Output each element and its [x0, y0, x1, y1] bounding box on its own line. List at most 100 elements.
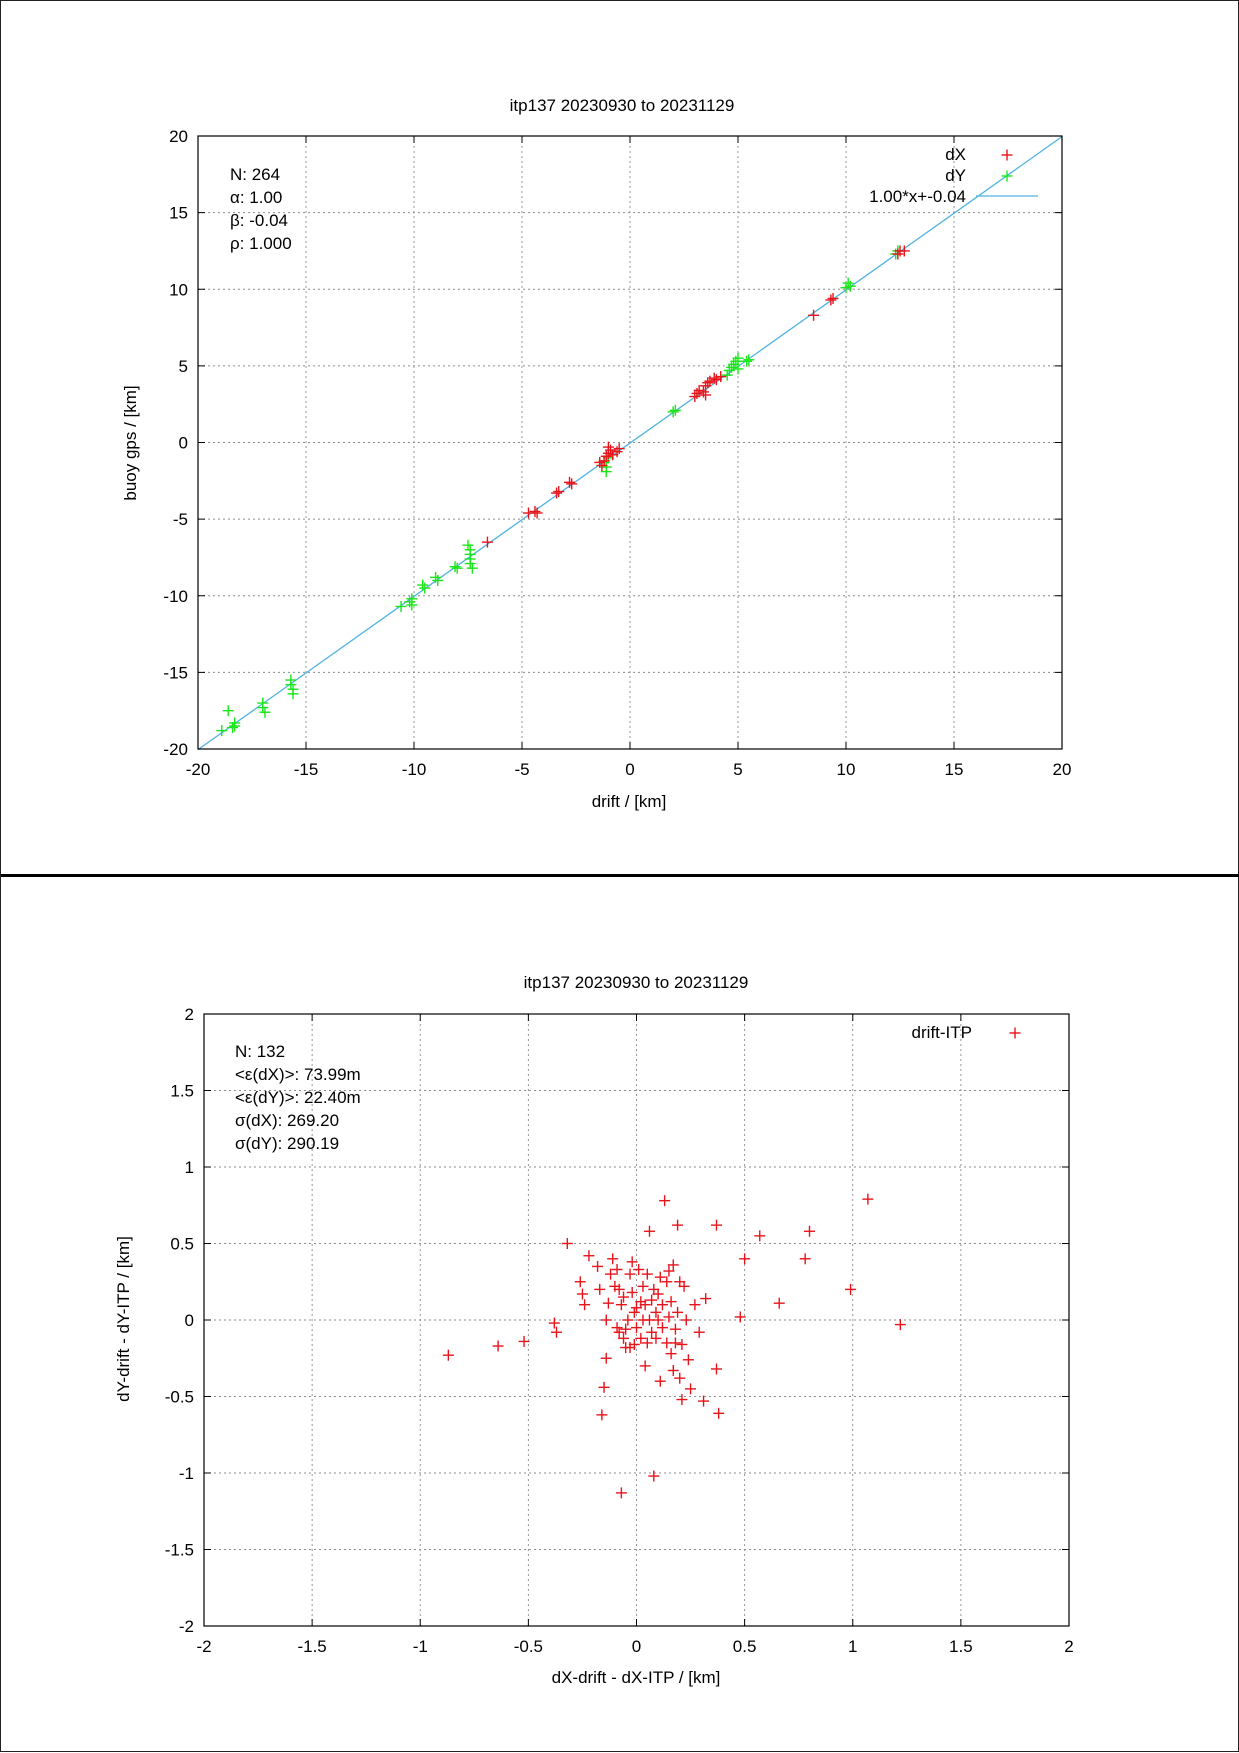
data-point-dy: [464, 558, 476, 570]
legend-label-dx: dX: [945, 145, 966, 164]
data-point-drift-itp: [661, 1276, 673, 1288]
stat-sigma-dy: σ(dY): 290.19: [235, 1134, 339, 1153]
x-tick-label: 0: [625, 760, 634, 779]
data-point-drift-itp: [669, 1323, 681, 1335]
chart-title: itp137 20230930 to 20231129: [524, 973, 749, 992]
plot-points: [216, 245, 910, 737]
data-point-dy: [667, 406, 679, 418]
data-point-drift-itp: [650, 1332, 662, 1344]
data-point-drift-itp: [711, 1219, 723, 1231]
data-point-drift-itp: [618, 1291, 630, 1303]
data-point-drift-itp: [618, 1332, 630, 1344]
legend-marker-dx: [1001, 149, 1013, 161]
data-point-dx: [553, 486, 565, 498]
legend-marker-dy-plus: [1001, 170, 1013, 182]
stat-n: N: 264: [230, 165, 280, 184]
y-tick-label: -10: [163, 587, 188, 606]
data-point-drift-itp: [550, 1326, 562, 1338]
legend-marker-drift-itp-plus: [1009, 1027, 1021, 1039]
legend: drift-ITP: [912, 1023, 1021, 1042]
data-point-drift-itp: [633, 1264, 645, 1276]
data-point-dy: [732, 363, 744, 375]
data-point-drift-itp: [624, 1268, 636, 1280]
data-point-drift-itp: [626, 1286, 638, 1298]
legend-marker-dy: [1001, 170, 1013, 182]
data-point-dy: [430, 571, 442, 583]
plot-frame: [203, 1013, 1070, 1627]
data-point-drift-itp: [611, 1322, 623, 1334]
data-point-drift-itp: [682, 1354, 694, 1366]
data-point-dy: [451, 562, 463, 574]
data-point-drift-itp: [641, 1268, 653, 1280]
data-point-drift-itp: [611, 1264, 623, 1276]
data-point-dx: [566, 478, 578, 490]
data-point-drift-itp: [620, 1323, 632, 1335]
data-point-drift-itp: [665, 1296, 677, 1308]
data-point-dy: [222, 705, 234, 717]
data-point-dx: [702, 377, 714, 389]
y-tick-label: -15: [163, 663, 188, 682]
data-point-dx: [708, 372, 720, 384]
y-tick-label: 2: [185, 1005, 194, 1024]
y-tick-label: -20: [163, 740, 188, 759]
tick-labels: -2 -1.5 -1 -0.5 0 0.5 1 1.5 2 -2 -1.5 -1 -0.5 0 0.5 1 1.…: [165, 1005, 1074, 1656]
x-axis-label: drift / [km]: [592, 792, 667, 811]
y-tick-label: -1: [179, 1464, 194, 1483]
data-point-dy: [216, 725, 228, 737]
data-point-drift-itp: [600, 1352, 612, 1364]
data-point-drift-itp: [613, 1283, 625, 1295]
data-point-drift-itp: [659, 1195, 671, 1207]
stat-mean-dy: <ε(dY)>: 22.40m: [235, 1088, 361, 1107]
data-point-drift-itp: [605, 1268, 617, 1280]
data-point-drift-itp: [713, 1407, 725, 1419]
data-point-dy: [257, 702, 269, 714]
data-point-drift-itp: [650, 1306, 662, 1318]
data-point-drift-itp: [600, 1314, 612, 1326]
data-point-dx: [551, 487, 563, 499]
x-axis-label: dX-drift - dX-ITP / [km]: [552, 1668, 721, 1687]
data-point-dy: [432, 574, 444, 586]
data-point-drift-itp: [711, 1363, 723, 1375]
data-point-dy: [721, 369, 733, 381]
data-point-drift-itp: [592, 1260, 604, 1272]
y-tick-label: -2: [179, 1617, 194, 1636]
y-axis-label: dY-drift - dY-ITP / [km]: [114, 1236, 133, 1402]
data-point-drift-itp: [574, 1276, 586, 1288]
data-point-dx: [715, 371, 727, 383]
data-point-dy: [743, 354, 755, 366]
chart-bottom: itp137 20230930 to 20231129 -2 -1.5 -1 -0.5…: [114, 973, 1074, 1687]
data-point-drift-itp: [689, 1299, 701, 1311]
x-tick-label: 0: [632, 1637, 641, 1656]
data-point-drift-itp: [672, 1306, 684, 1318]
data-point-drift-itp: [613, 1326, 625, 1338]
data-point-drift-itp: [654, 1375, 666, 1387]
data-point-dx: [481, 536, 493, 548]
data-point-drift-itp: [631, 1302, 642, 1314]
data-point-drift-itp: [656, 1299, 668, 1311]
data-point-drift-itp: [626, 1256, 638, 1268]
data-point-dy: [462, 539, 474, 551]
data-point-drift-itp: [674, 1372, 686, 1384]
data-point-drift-itp: [643, 1225, 655, 1237]
stat-sigma-dx: σ(dX): 269.20: [235, 1111, 339, 1130]
data-point-dy: [449, 561, 461, 573]
data-point-drift-itp: [698, 1395, 710, 1407]
legend-label-drift-itp: drift-ITP: [912, 1023, 972, 1042]
data-point-drift-itp: [665, 1348, 677, 1360]
data-point-drift-itp: [639, 1360, 651, 1372]
data-point-drift-itp: [669, 1337, 681, 1349]
data-point-dy: [419, 582, 431, 594]
x-tick-label: -15: [294, 760, 319, 779]
data-point-drift-itp: [442, 1349, 454, 1361]
data-point-drift-itp: [602, 1297, 614, 1309]
data-point-dy: [227, 722, 239, 734]
data-point-drift-itp: [648, 1470, 660, 1482]
data-point-drift-itp: [676, 1394, 688, 1406]
data-point-dy: [229, 720, 241, 732]
y-tick-label: 15: [169, 204, 188, 223]
data-point-dx: [613, 443, 625, 455]
data-point-dx: [825, 294, 837, 306]
data-point-drift-itp: [637, 1280, 649, 1292]
data-point-dy: [669, 404, 681, 416]
data-point-drift-itp: [862, 1193, 874, 1205]
